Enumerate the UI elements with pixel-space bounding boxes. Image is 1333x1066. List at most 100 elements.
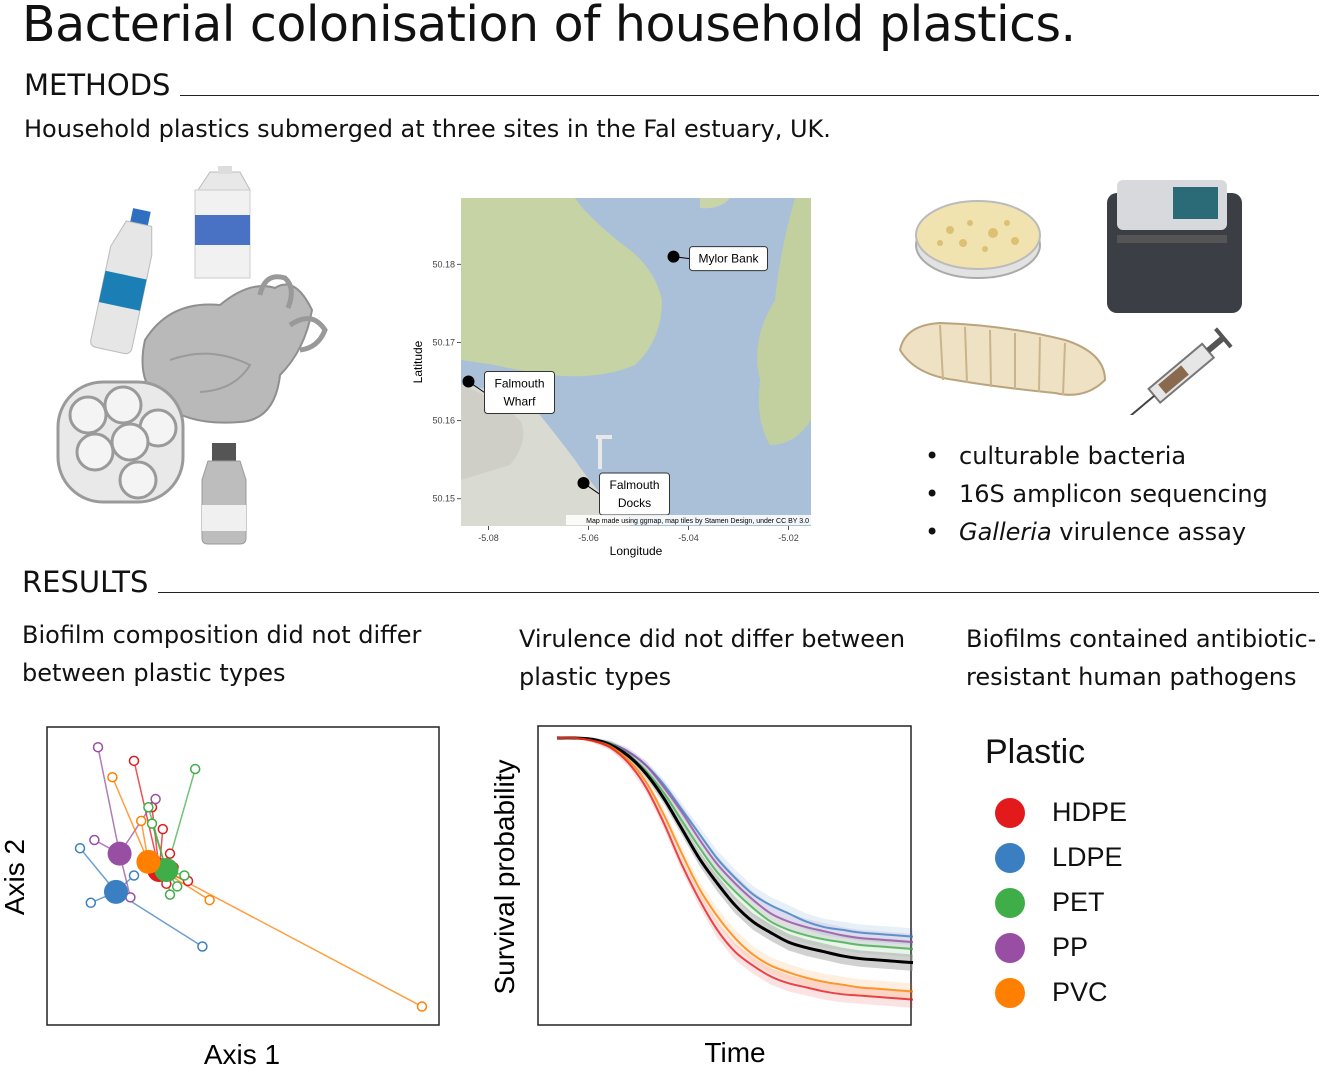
six-pack-rings-icon <box>56 380 185 504</box>
ordination-point <box>128 870 140 881</box>
ordination-ylabel: Axis 2 <box>0 839 30 915</box>
ordination-xlabel: Axis 1 <box>204 1039 280 1066</box>
map-site-marker <box>577 477 590 490</box>
legend: HDPE LDPE PET PP PVC <box>990 790 1127 1015</box>
map-land-north-west <box>461 198 662 377</box>
ordination-spoke <box>148 861 423 1008</box>
legend-label: HDPE <box>1052 797 1128 827</box>
bullet-icon: • <box>925 480 940 508</box>
map-site-marker <box>462 375 475 388</box>
milk-carton-icon <box>194 166 251 279</box>
ordination-point <box>204 894 215 906</box>
legend-label: PET <box>1052 887 1105 917</box>
map-figure: 50.18 50.17 50.16 50.15 -5.08 -5.06 -5.04 -5.02… <box>400 190 840 566</box>
results-heading: RESULTS <box>22 565 149 599</box>
map-site-label: Mylor Bank <box>698 252 759 266</box>
map-land-east <box>757 198 811 445</box>
ordination-point <box>164 848 176 859</box>
methods-list-item: • 16S amplicon sequencing <box>925 475 1268 513</box>
survival-plot: Time Survival probability <box>489 725 914 1066</box>
ordination-centroid <box>136 849 161 874</box>
legend-label: PP <box>1052 932 1089 962</box>
legend-swatch <box>995 932 1025 963</box>
ordination-point <box>150 793 161 805</box>
ordination-point <box>135 815 147 827</box>
bullet-icon: • <box>925 518 940 546</box>
legend-label: PVC <box>1052 977 1108 1007</box>
ordination-spoke <box>97 747 121 854</box>
small-bottle-icon <box>201 443 247 545</box>
map-site-marker <box>667 250 680 263</box>
ordination-point <box>171 881 183 892</box>
map-site-label: Falmouth <box>494 377 544 391</box>
syringe-icon <box>1126 327 1233 415</box>
ordination-plot: Axis 1 Axis 2 <box>0 726 440 1066</box>
bullet-icon: • <box>925 442 940 470</box>
ordination-point <box>416 1001 428 1012</box>
map-site-label-box <box>689 246 768 272</box>
methods-rule <box>180 95 1319 96</box>
legend-swatch <box>995 977 1025 1008</box>
map-xtick-label: -5.04 <box>678 533 699 543</box>
results-header: RESULTS <box>22 565 1319 599</box>
ordination-point <box>92 741 104 753</box>
ordination-point <box>107 771 118 783</box>
map-ytick-label: 50.15 <box>432 494 455 504</box>
legend-item: PET <box>990 880 1127 925</box>
ordination-point <box>164 889 176 900</box>
ordination-point <box>197 941 208 952</box>
survival-panel <box>537 725 912 1026</box>
ordination-spoke <box>111 776 150 863</box>
ordination-point <box>179 870 190 881</box>
legend-label: LDPE <box>1052 842 1123 872</box>
map-sites: Mylor Bank Falmouth Wharf Falmouth Docks <box>462 246 768 516</box>
ordination-panel <box>46 726 440 1026</box>
legend-item: PVC <box>990 970 1127 1015</box>
map-credit: Map made using ggmap, map tiles by Stame… <box>586 518 809 525</box>
map-xtick-label: -5.06 <box>578 533 599 543</box>
map-site-label-box <box>484 371 555 415</box>
legend-item: HDPE <box>990 790 1127 835</box>
survival-ylabel: Survival probability <box>489 760 520 995</box>
methods-list-item: • culturable bacteria <box>925 437 1268 475</box>
map-axes: 50.18 50.17 50.16 50.15 -5.08 -5.06 -5.04 -5.02 <box>432 259 798 543</box>
ordination-point <box>189 763 201 775</box>
results-caption-pathogens: Biofilms contained antibiotic-resistant … <box>966 625 1317 691</box>
sequencer-icon <box>1107 180 1242 313</box>
ordination-point <box>89 834 100 846</box>
map-xlabel: Longitude <box>610 544 663 558</box>
survival-ci-band <box>557 737 913 1008</box>
page-title: Bacterial colonisation of household plas… <box>22 0 1076 53</box>
map-ytick-label: 50.18 <box>432 259 455 269</box>
ordination-point <box>128 755 140 767</box>
map-xtick-label: -5.02 <box>778 533 799 543</box>
results-caption-virulence: Virulence did not differ between plastic… <box>519 625 906 691</box>
ordination-point <box>146 818 158 829</box>
methods-description: Household plastics submerged at three si… <box>24 115 831 143</box>
results-rule <box>158 592 1319 593</box>
survival-curve <box>556 736 914 965</box>
map-xtick-label: -5.08 <box>478 533 499 543</box>
legend-swatch <box>995 797 1025 828</box>
water-bottle-icon <box>90 208 153 355</box>
map-ylabel: Latitude <box>411 340 425 383</box>
map-ytick-label: 50.17 <box>432 337 455 347</box>
map-ytick-label: 50.16 <box>432 416 455 426</box>
map-site-label: Wharf <box>503 395 536 409</box>
ordination-marks <box>74 741 428 1012</box>
petri-dish-icon <box>915 200 1041 279</box>
map-svg: 50.18 50.17 50.16 50.15 -5.08 -5.06 -5.04 -5.02… <box>411 198 811 558</box>
ordination-centroid <box>154 858 179 883</box>
legend-title: Plastic <box>985 733 1086 771</box>
ordination-point <box>157 823 169 835</box>
survival-marks <box>556 736 914 1008</box>
lab-illustration <box>898 180 1242 415</box>
survival-curve <box>556 736 914 1001</box>
methods-list-item: • Galleria virulence assay <box>925 513 1268 551</box>
methods-header: METHODS <box>24 68 1319 102</box>
household-plastics-illustration <box>56 166 328 545</box>
map-site-label: Docks <box>618 496 651 510</box>
methods-list: • culturable bacteria • 16S amplicon seque… <box>925 437 1268 551</box>
galleria-larva-icon <box>898 321 1107 396</box>
survival-xlabel: Time <box>704 1037 765 1066</box>
